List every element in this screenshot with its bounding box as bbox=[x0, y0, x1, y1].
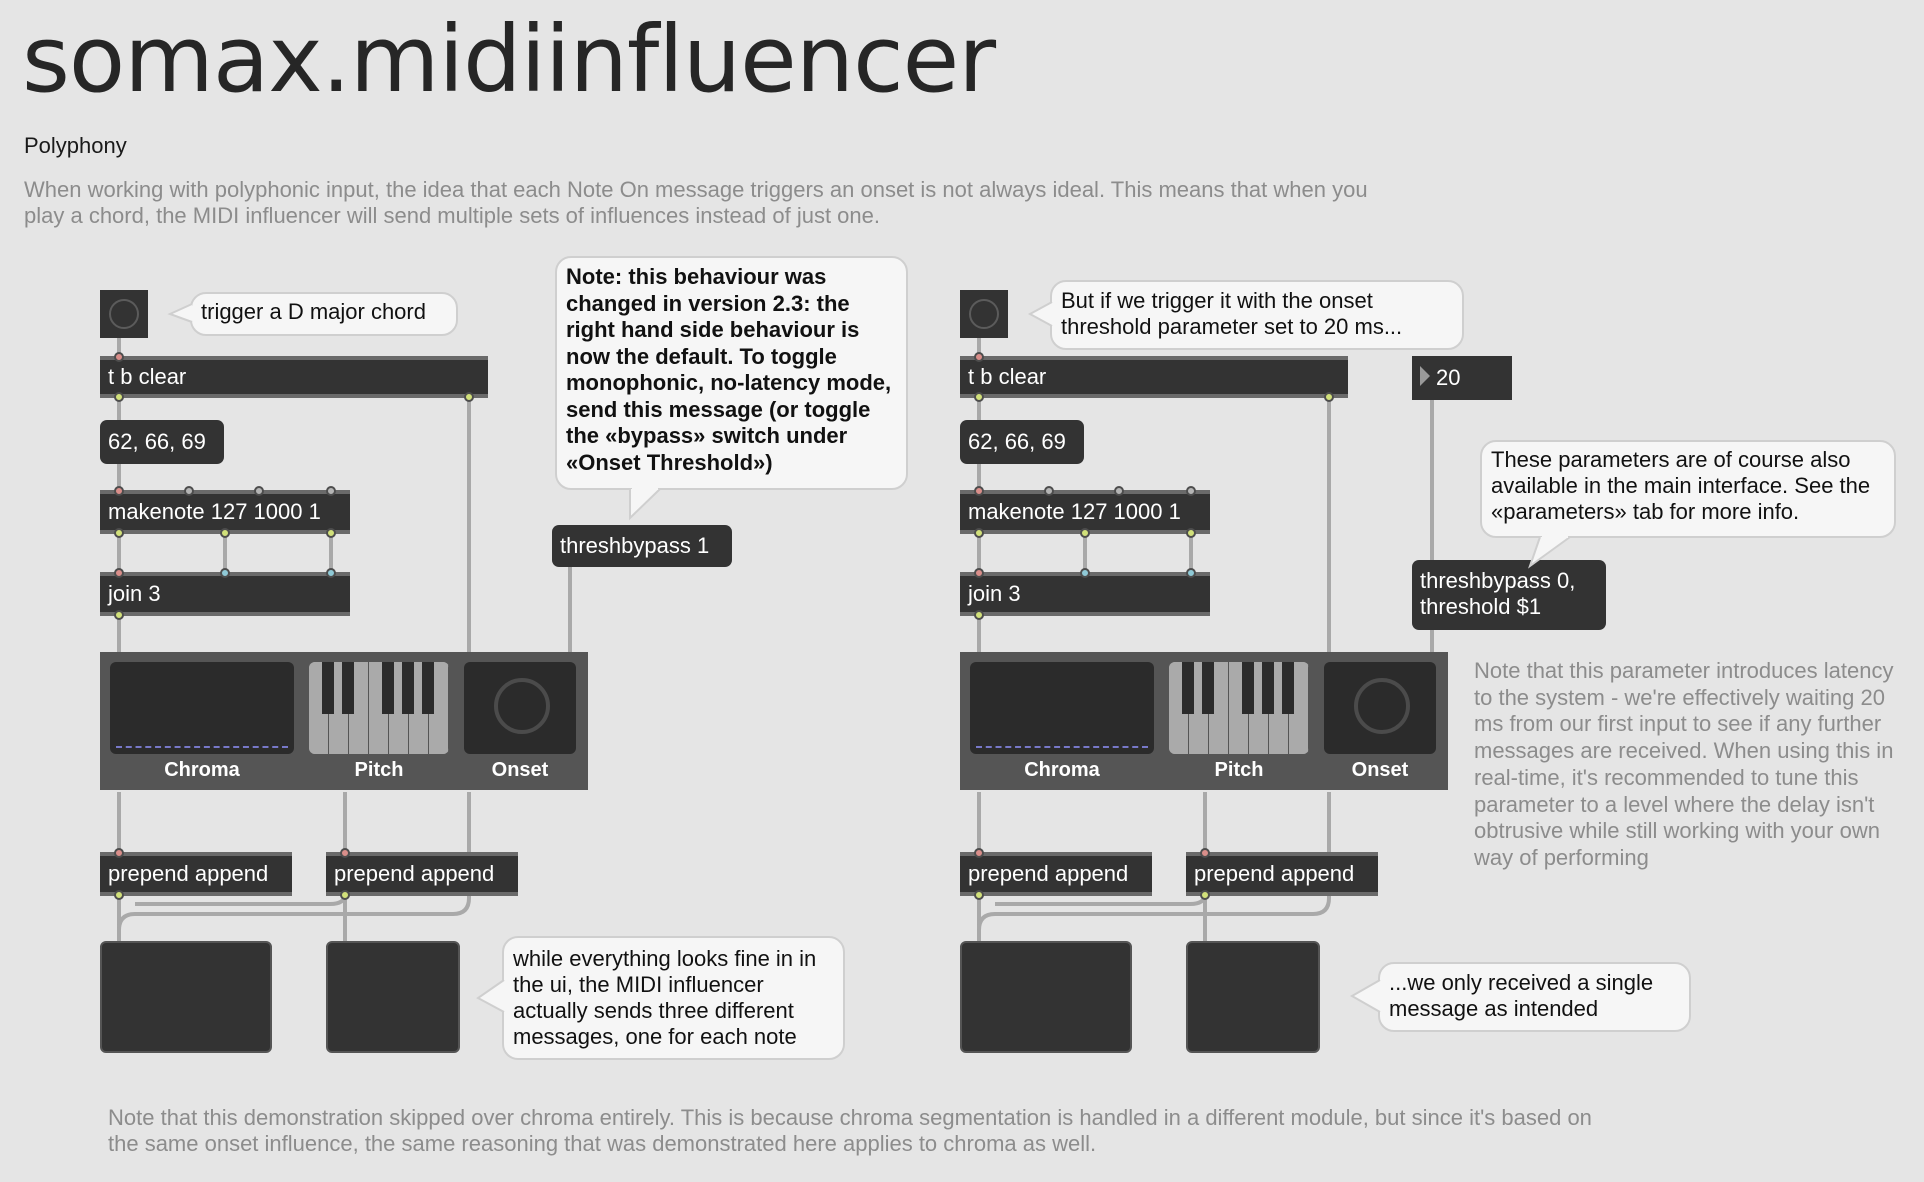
right-result-comment: ...we only received a single message as … bbox=[1378, 962, 1691, 1032]
right-midi-influencer: Chroma Pitch Onset bbox=[960, 652, 1448, 790]
inlet-dot bbox=[974, 848, 984, 858]
page-title: somax.midiinfluencer bbox=[22, 6, 996, 113]
left-output-display-1 bbox=[100, 941, 272, 1053]
left-onset-indicator bbox=[464, 662, 576, 754]
left-pitch-keyboard[interactable] bbox=[309, 662, 449, 754]
inlet-dot bbox=[326, 568, 336, 578]
threshold-number-box[interactable]: 20 bbox=[1412, 356, 1512, 400]
inlet-dot bbox=[1186, 486, 1196, 496]
right-output-display-1 bbox=[960, 941, 1132, 1053]
inlet-dot bbox=[1186, 568, 1196, 578]
threshbypass-1-message[interactable]: threshbypass 1 bbox=[552, 525, 732, 567]
inlet-dot bbox=[220, 568, 230, 578]
outlet-dot bbox=[326, 528, 336, 538]
left-trigger-bang-button[interactable] bbox=[100, 290, 148, 338]
inlet-dot bbox=[1200, 848, 1210, 858]
right-prepend-append-1[interactable]: prepend append bbox=[960, 852, 1152, 896]
right-trigger-object[interactable]: t b clear bbox=[960, 356, 1348, 398]
outlet-dot bbox=[974, 392, 984, 402]
right-pitch-label: Pitch bbox=[1214, 759, 1264, 781]
threshold-message-line2: threshold $1 bbox=[1420, 594, 1542, 619]
right-onset-label: Onset bbox=[1351, 759, 1409, 781]
inlet-dot bbox=[974, 568, 984, 578]
left-trigger-comment-text: trigger a D major chord bbox=[201, 299, 426, 324]
right-result-comment-text: ...we only received a single message as … bbox=[1389, 970, 1654, 1021]
right-pitch-keyboard[interactable] bbox=[1169, 662, 1309, 754]
right-trigger-bang-button[interactable] bbox=[960, 290, 1008, 338]
outlet-dot bbox=[114, 610, 124, 620]
inlet-dot bbox=[1114, 486, 1124, 496]
inlet-dot bbox=[114, 352, 124, 362]
number-box-triangle-icon bbox=[1420, 366, 1430, 386]
inlet-dot bbox=[1044, 486, 1054, 496]
latency-note: Note that this parameter introduces late… bbox=[1474, 658, 1894, 870]
threshold-message[interactable]: threshbypass 0, threshold $1 bbox=[1412, 560, 1606, 630]
outlet-dot bbox=[1186, 528, 1196, 538]
inlet-dot bbox=[254, 486, 264, 496]
left-version-note-text: Note: this behaviour was changed in vers… bbox=[566, 264, 892, 475]
outlet-dot bbox=[114, 528, 124, 538]
right-join-object[interactable]: join 3 bbox=[960, 572, 1210, 616]
inlet-dot bbox=[1080, 568, 1090, 578]
left-midi-influencer: Chroma Pitch Onset bbox=[100, 652, 588, 790]
left-pitch-label: Pitch bbox=[354, 759, 404, 781]
inlet-dot bbox=[974, 352, 984, 362]
outlet-dot bbox=[114, 890, 124, 900]
right-parameters-comment: These parameters are of course also avai… bbox=[1480, 440, 1896, 538]
right-parameters-comment-text: These parameters are of course also avai… bbox=[1491, 447, 1871, 524]
outlet-dot bbox=[340, 890, 350, 900]
right-output-display-2 bbox=[1186, 941, 1320, 1053]
right-trigger-comment: But if we trigger it with the onset thre… bbox=[1050, 280, 1464, 350]
outlet-dot bbox=[1080, 528, 1090, 538]
left-onset-label: Onset bbox=[491, 759, 549, 781]
inlet-dot bbox=[184, 486, 194, 496]
left-chroma-label: Chroma bbox=[164, 759, 240, 781]
left-prepend-append-2[interactable]: prepend append bbox=[326, 852, 518, 896]
inlet-dot bbox=[114, 486, 124, 496]
outlet-dot bbox=[1200, 890, 1210, 900]
left-result-comment: while everything looks fine in in the ui… bbox=[502, 936, 845, 1060]
intro-description: When working with polyphonic input, the … bbox=[24, 177, 1368, 228]
threshold-number-value: 20 bbox=[1436, 365, 1461, 390]
right-chroma-label: Chroma bbox=[1024, 759, 1100, 781]
left-result-comment-text: while everything looks fine in in the ui… bbox=[513, 946, 817, 1049]
left-trigger-comment: trigger a D major chord bbox=[190, 292, 458, 336]
right-chroma-display bbox=[970, 662, 1154, 754]
inlet-dot bbox=[974, 486, 984, 496]
left-trigger-object[interactable]: t b clear bbox=[100, 356, 488, 398]
inlet-dot bbox=[326, 486, 336, 496]
right-trigger-comment-text: But if we trigger it with the onset thre… bbox=[1061, 288, 1403, 339]
left-chord-message[interactable]: 62, 66, 69 bbox=[100, 420, 224, 464]
left-version-note-comment: Note: this behaviour was changed in vers… bbox=[555, 256, 908, 490]
right-onset-indicator bbox=[1324, 662, 1436, 754]
threshold-message-line1: threshbypass 0, bbox=[1420, 568, 1576, 593]
right-prepend-append-2[interactable]: prepend append bbox=[1186, 852, 1378, 896]
outlet-dot bbox=[220, 528, 230, 538]
inlet-dot bbox=[114, 848, 124, 858]
inlet-dot bbox=[114, 568, 124, 578]
outlet-dot bbox=[974, 528, 984, 538]
left-chroma-display bbox=[110, 662, 294, 754]
outlet-dot bbox=[1324, 392, 1334, 402]
outlet-dot bbox=[114, 392, 124, 402]
outlet-dot bbox=[464, 392, 474, 402]
inlet-dot bbox=[340, 848, 350, 858]
left-join-object[interactable]: join 3 bbox=[100, 572, 350, 616]
footer-note: Note that this demonstration skipped ove… bbox=[108, 1105, 1592, 1156]
section-subtitle: Polyphony bbox=[24, 133, 127, 158]
right-makenote-object[interactable]: makenote 127 1000 1 bbox=[960, 490, 1210, 534]
right-chord-message[interactable]: 62, 66, 69 bbox=[960, 420, 1084, 464]
outlet-dot bbox=[974, 890, 984, 900]
outlet-dot bbox=[974, 610, 984, 620]
left-output-display-2 bbox=[326, 941, 460, 1053]
left-prepend-append-1[interactable]: prepend append bbox=[100, 852, 292, 896]
